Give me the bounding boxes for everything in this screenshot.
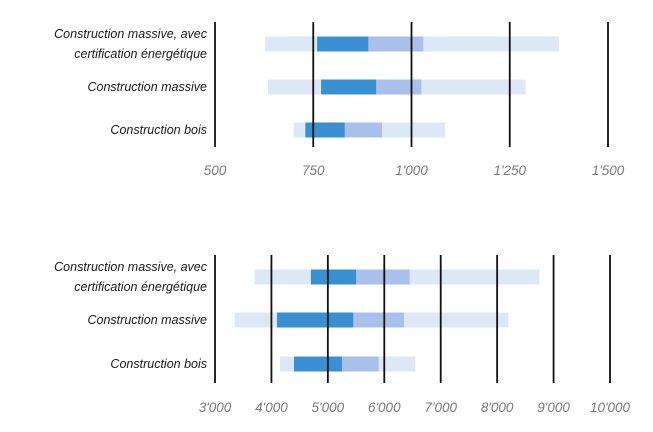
tick-label: 3'000 <box>199 400 232 415</box>
category-label: Construction massive, avec <box>54 27 208 41</box>
bar-core-row3 <box>294 356 342 372</box>
category-label: certification énergétique <box>74 280 207 294</box>
tick-label: 750 <box>302 163 325 178</box>
tick-label: 9'000 <box>537 400 570 415</box>
tick-label: 1'500 <box>592 163 625 178</box>
tick-label: 1'250 <box>493 163 526 178</box>
category-label: Construction massive, avec <box>54 260 208 274</box>
tick-label: 8'000 <box>481 400 514 415</box>
tick-label: 5'000 <box>312 400 345 415</box>
bar-core-row1 <box>310 269 357 285</box>
tick-label: 500 <box>204 163 227 178</box>
bar-core-row1 <box>317 36 369 52</box>
category-label: certification énergétique <box>74 47 207 61</box>
category-label: Construction massive <box>88 80 208 94</box>
chart-panel-2: 3'000 4'000 5'000 6'000 7'000 8'000 9'000 10'00… <box>54 255 631 415</box>
tick-label: 1'000 <box>395 163 428 178</box>
tick-label: 6'000 <box>368 400 401 415</box>
chart-panel-1: 500 750 1'000 1'250 1'500 Construction massiv… <box>54 22 625 178</box>
category-label: Construction bois <box>110 357 207 371</box>
bar-core-row2 <box>277 312 354 328</box>
bar-core-row2 <box>321 79 377 95</box>
tick-label: 4'000 <box>255 400 288 415</box>
category-label: Construction massive <box>88 313 208 327</box>
category-label: Construction bois <box>110 123 207 137</box>
bar-core-row3 <box>305 122 345 138</box>
tick-label: 10'000 <box>590 400 631 415</box>
tick-label: 7'000 <box>424 400 457 415</box>
